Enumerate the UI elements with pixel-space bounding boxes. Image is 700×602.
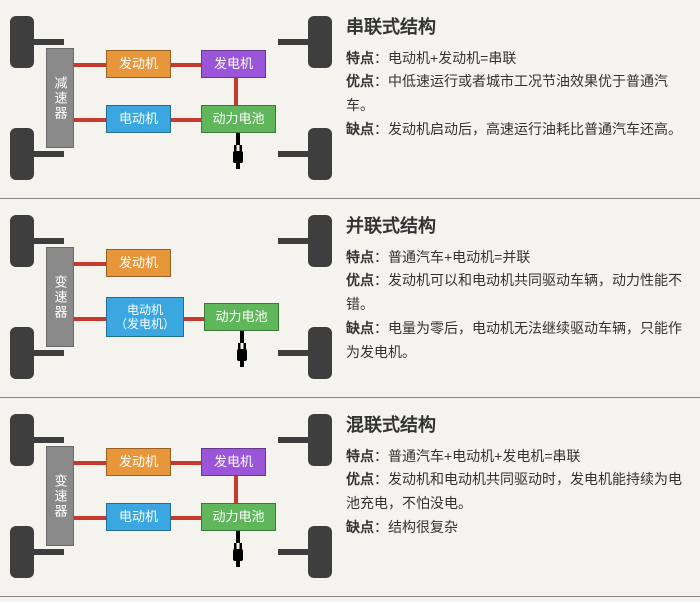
diagram-series: 减速器 发动机 发电机 电动机 动力电池 <box>6 8 336 188</box>
wheel-icon <box>10 128 34 180</box>
engine-box: 发动机 <box>106 249 171 277</box>
pros-text: ：中低速运行或者城市工况节油效果优于普通汽车。 <box>346 73 668 113</box>
row-series: 减速器 发动机 发电机 电动机 动力电池 串联式结构 特点：电动机+发动机=串联… <box>0 0 700 199</box>
wheel-icon <box>10 526 34 578</box>
axle-icon <box>34 238 64 244</box>
reducer-box: 减速器 <box>46 48 74 148</box>
connector-icon <box>74 63 106 67</box>
axle-icon <box>34 350 64 356</box>
battery-box: 动力电池 <box>204 303 279 331</box>
cons-text: ：结构很复杂 <box>374 519 458 535</box>
wheel-icon <box>10 414 34 466</box>
cons-label: 缺点 <box>346 519 374 535</box>
wheel-icon <box>308 414 332 466</box>
axle-icon <box>34 549 64 555</box>
feature-line: 特点：电动机+发动机=串联 <box>346 47 694 71</box>
feature-label: 特点 <box>346 50 374 66</box>
text-series: 串联式结构 特点：电动机+发动机=串联 优点：中低速运行或者城市工况节油效果优于… <box>336 8 694 188</box>
engine-box: 发动机 <box>106 448 171 476</box>
feature-label: 特点 <box>346 249 374 265</box>
connector-icon <box>234 76 238 106</box>
feature-text: ：电动机+发动机=串联 <box>374 50 516 66</box>
connector-icon <box>74 461 106 465</box>
text-mixed: 混联式结构 特点：普通汽车+电动机+发电机=串联 优点：发动机和电动机共同驱动时… <box>336 406 694 586</box>
connector-icon <box>74 118 106 122</box>
text-parallel: 并联式结构 特点：普通汽车+电动机=并联 优点：发动机可以和电动机共同驱动车辆，… <box>336 207 694 387</box>
axle-icon <box>278 39 308 45</box>
axle-icon <box>278 151 308 157</box>
axle-icon <box>34 39 64 45</box>
title-series: 串联式结构 <box>346 12 694 43</box>
cons-text: ：发动机启动后，高速运行油耗比普通汽车还高。 <box>374 121 682 137</box>
axle-icon <box>278 437 308 443</box>
battery-box: 动力电池 <box>201 105 276 133</box>
wheel-icon <box>308 526 332 578</box>
diagram-parallel: 变速器 发动机 电动机 （发电机） 动力电池 <box>6 207 336 387</box>
generator-box: 发电机 <box>201 50 266 78</box>
pros-text: ：发动机可以和电动机共同驱动车辆，动力性能不错。 <box>346 272 682 312</box>
connector-icon <box>171 63 201 67</box>
connector-icon <box>171 461 201 465</box>
plug-icon <box>228 531 248 567</box>
feature-text: ：普通汽车+电动机+发电机=串联 <box>374 448 581 464</box>
cons-line: 缺点：发动机启动后，高速运行油耗比普通汽车还高。 <box>346 118 694 142</box>
axle-icon <box>34 151 64 157</box>
transmission-box: 变速器 <box>46 247 74 347</box>
motor-generator-box: 电动机 （发电机） <box>106 297 184 337</box>
cons-text: ：电量为零后，电动机无法继续驱动车辆，只能作为发电机。 <box>346 320 682 360</box>
pros-line: 优点：中低速运行或者城市工况节油效果优于普通汽车。 <box>346 70 694 118</box>
wheel-icon <box>308 128 332 180</box>
pros-text: ：发动机和电动机共同驱动时，发电机能持续为电池充电，不怕没电。 <box>346 471 682 511</box>
motor-box: 电动机 <box>106 503 171 531</box>
diagram-mixed: 变速器 发动机 发电机 电动机 动力电池 <box>6 406 336 586</box>
motor-box: 电动机 <box>106 105 171 133</box>
title-parallel: 并联式结构 <box>346 211 694 242</box>
battery-box: 动力电池 <box>201 503 276 531</box>
transmission-box: 变速器 <box>46 446 74 546</box>
connector-icon <box>234 474 238 504</box>
connector-icon <box>74 516 106 520</box>
wheel-icon <box>10 16 34 68</box>
feature-line: 特点：普通汽车+电动机+发电机=串联 <box>346 445 694 469</box>
connector-icon <box>184 317 204 321</box>
feature-line: 特点：普通汽车+电动机=并联 <box>346 246 694 270</box>
title-mixed: 混联式结构 <box>346 410 694 441</box>
row-parallel: 变速器 发动机 电动机 （发电机） 动力电池 并联式结构 特点：普通汽车+电动机… <box>0 199 700 398</box>
pros-line: 优点：发动机和电动机共同驱动时，发电机能持续为电池充电，不怕没电。 <box>346 468 694 516</box>
pros-label: 优点 <box>346 471 374 487</box>
connector-icon <box>171 516 201 520</box>
wheel-icon <box>10 327 34 379</box>
feature-label: 特点 <box>346 448 374 464</box>
wheel-icon <box>308 327 332 379</box>
axle-icon <box>34 437 64 443</box>
connector-icon <box>171 118 201 122</box>
cons-line: 缺点：结构很复杂 <box>346 516 694 540</box>
wheel-icon <box>308 215 332 267</box>
connector-icon <box>74 317 106 321</box>
cons-label: 缺点 <box>346 320 374 336</box>
cons-line: 缺点：电量为零后，电动机无法继续驱动车辆，只能作为发电机。 <box>346 317 694 365</box>
wheel-icon <box>308 16 332 68</box>
pros-line: 优点：发动机可以和电动机共同驱动车辆，动力性能不错。 <box>346 269 694 317</box>
axle-icon <box>278 549 308 555</box>
axle-icon <box>278 350 308 356</box>
generator-box: 发电机 <box>201 448 266 476</box>
cons-label: 缺点 <box>346 121 374 137</box>
plug-icon <box>228 133 248 169</box>
wheel-icon <box>10 215 34 267</box>
axle-icon <box>278 238 308 244</box>
engine-box: 发动机 <box>106 50 171 78</box>
pros-label: 优点 <box>346 272 374 288</box>
row-mixed: 变速器 发动机 发电机 电动机 动力电池 混联式结构 特点：普通汽车+电动机+发… <box>0 398 700 597</box>
connector-icon <box>74 262 106 266</box>
pros-label: 优点 <box>346 73 374 89</box>
plug-icon <box>232 331 252 367</box>
feature-text: ：普通汽车+电动机=并联 <box>374 249 530 265</box>
